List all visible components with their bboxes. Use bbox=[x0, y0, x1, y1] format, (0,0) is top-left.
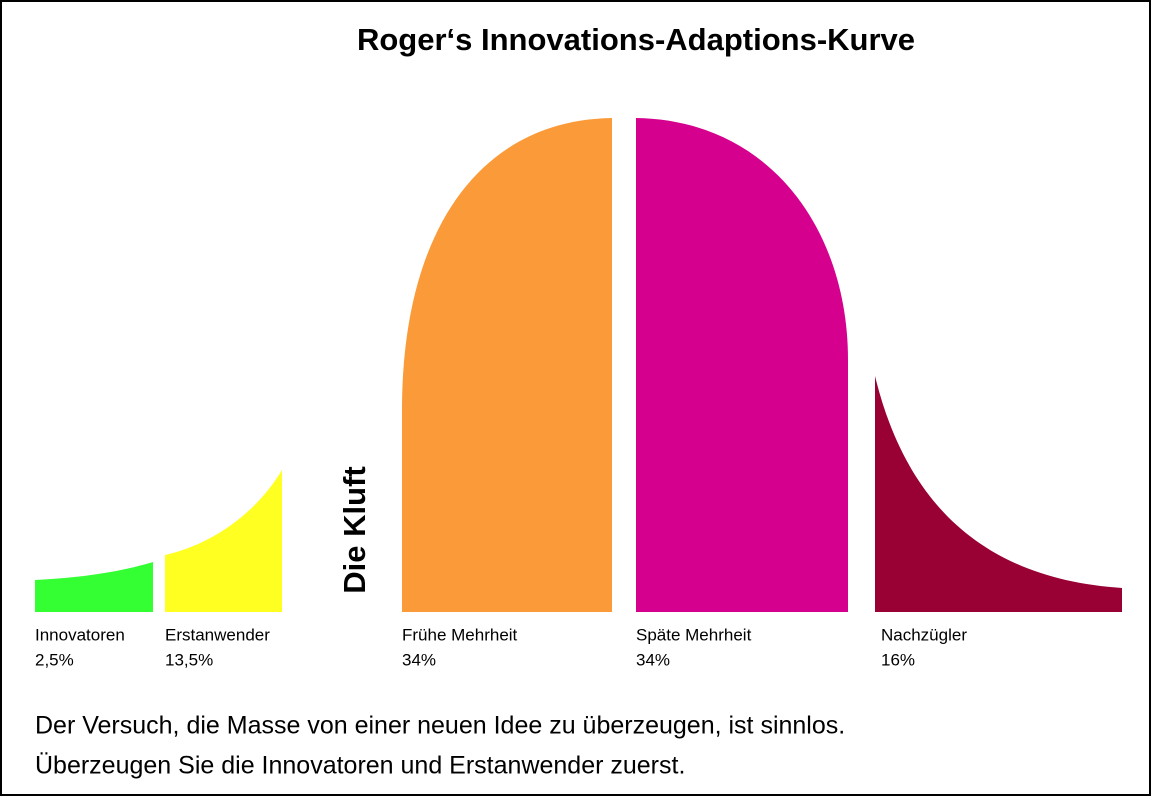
segment-innovators bbox=[35, 562, 153, 612]
segment-share: 13,5% bbox=[165, 650, 213, 669]
segment-label: Innovatoren bbox=[35, 625, 125, 644]
title: Roger‘s Innovations-Adaptions-Kurve bbox=[357, 22, 915, 57]
segment-share: 16% bbox=[881, 650, 915, 669]
segment-share: 34% bbox=[402, 650, 436, 669]
segment-label: Nachzügler bbox=[881, 625, 967, 644]
caption-line: Überzeugen Sie die Innovatoren und Ersta… bbox=[35, 752, 685, 780]
segment-late-majority bbox=[636, 118, 848, 612]
segment-laggards bbox=[875, 376, 1122, 612]
segment-label: Frühe Mehrheit bbox=[402, 625, 518, 644]
segment-early-majority bbox=[402, 118, 612, 612]
segment-share: 34% bbox=[636, 650, 670, 669]
segment-early-adopters bbox=[165, 470, 282, 612]
caption-line: Der Versuch, die Masse von einer neuen I… bbox=[35, 712, 845, 740]
segment-label: Erstanwender bbox=[165, 625, 270, 644]
segment-label: Späte Mehrheit bbox=[636, 625, 752, 644]
gap-label: Die Kluft bbox=[337, 466, 372, 593]
segment-share: 2,5% bbox=[35, 650, 74, 669]
